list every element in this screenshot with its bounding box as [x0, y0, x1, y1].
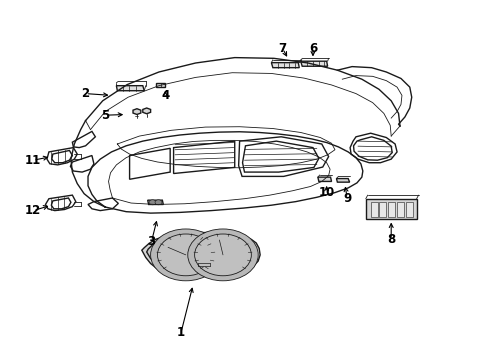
Polygon shape	[365, 199, 416, 219]
Polygon shape	[142, 108, 150, 114]
Polygon shape	[300, 61, 327, 66]
Circle shape	[155, 200, 162, 205]
Polygon shape	[146, 234, 255, 275]
Polygon shape	[147, 200, 163, 204]
Text: 1: 1	[177, 327, 184, 339]
Circle shape	[194, 234, 251, 276]
Polygon shape	[142, 233, 260, 276]
Text: 6: 6	[308, 42, 316, 55]
Bar	[405, 202, 412, 217]
Circle shape	[150, 229, 221, 281]
Text: 11: 11	[25, 154, 41, 167]
Polygon shape	[116, 86, 144, 91]
Bar	[387, 202, 394, 217]
Text: 4: 4	[161, 89, 169, 102]
Polygon shape	[156, 83, 165, 87]
Text: 3: 3	[147, 235, 155, 248]
Text: 7: 7	[278, 42, 286, 55]
Text: 9: 9	[343, 192, 350, 204]
Text: 12: 12	[25, 204, 41, 217]
Circle shape	[157, 234, 214, 276]
Text: 8: 8	[386, 233, 394, 246]
Circle shape	[187, 229, 258, 281]
Bar	[396, 202, 403, 217]
Text: 5: 5	[101, 109, 109, 122]
Polygon shape	[336, 179, 349, 182]
Polygon shape	[271, 63, 299, 68]
Bar	[379, 202, 386, 217]
Bar	[370, 202, 377, 217]
Polygon shape	[133, 109, 141, 114]
Text: 10: 10	[318, 186, 334, 199]
Circle shape	[149, 200, 156, 205]
Polygon shape	[317, 177, 331, 181]
Text: 2: 2	[81, 87, 89, 100]
